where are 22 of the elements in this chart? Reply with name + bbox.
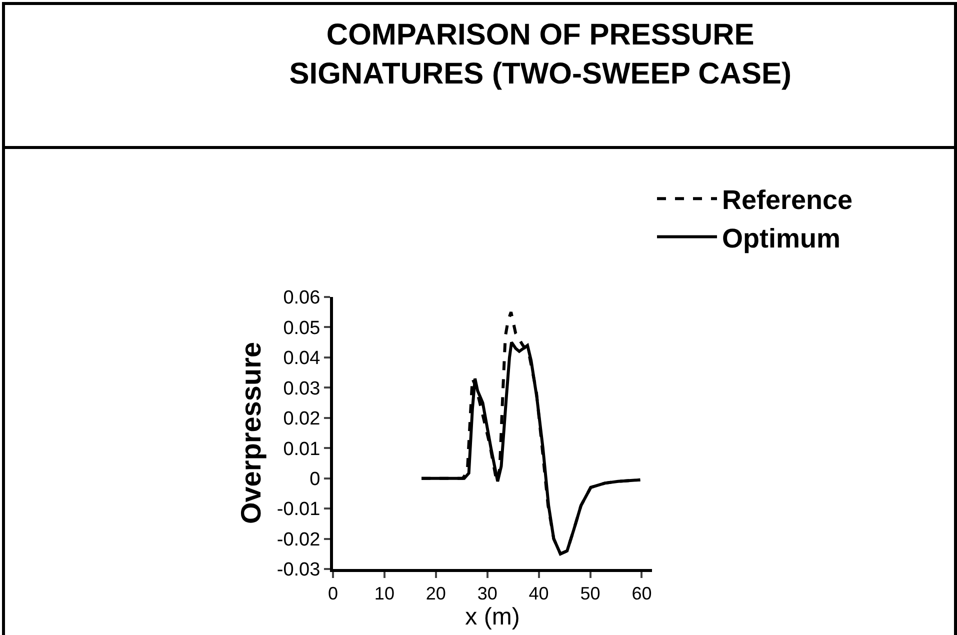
- y-tick-label: 0.02: [283, 408, 320, 430]
- y-tick-label: 0.03: [283, 378, 320, 400]
- y-tick-label: 0.01: [283, 438, 320, 460]
- y-tick-label: 0.04: [283, 348, 321, 370]
- x-axis-title: x (m): [465, 604, 520, 631]
- y-tick-label: 0.05: [283, 318, 320, 339]
- chart-title: COMPARISON OF PRESSURE SIGNATURES (TWO-SWEEP CASE): [289, 18, 792, 90]
- x-tick-label: 30: [477, 584, 498, 604]
- x-tick-label: 0: [328, 584, 338, 604]
- y-tick-label: -0.03: [276, 560, 320, 581]
- y-tick-label: 0: [310, 468, 320, 490]
- legend-label: Reference: [722, 185, 853, 216]
- y-axis-title: Overpressure: [236, 342, 267, 524]
- y-tick-label: -0.02: [276, 529, 320, 550]
- y-tick-label: -0.01: [276, 499, 320, 520]
- x-tick-label: 50: [580, 584, 600, 604]
- legend-label: Optimum: [722, 223, 840, 254]
- x-tick-label: 10: [374, 584, 394, 604]
- x-tick-label: 20: [426, 584, 446, 604]
- x-tick-label: 60: [632, 584, 652, 604]
- x-tick-label: 40: [528, 584, 549, 604]
- y-tick-label: 0.06: [283, 288, 320, 309]
